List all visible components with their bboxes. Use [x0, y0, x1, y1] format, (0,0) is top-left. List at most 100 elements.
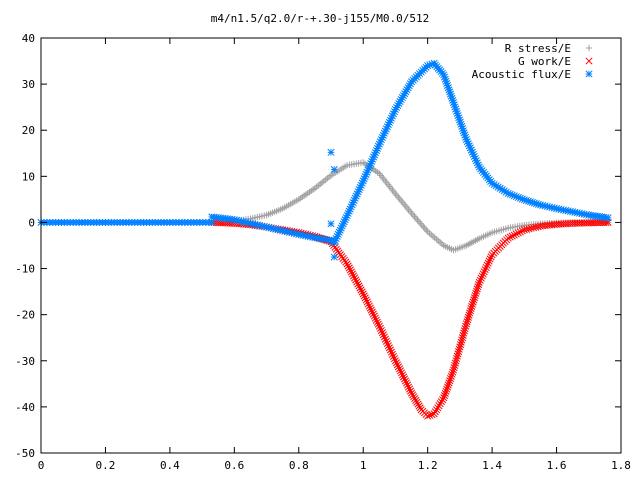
data-point [370, 312, 378, 320]
y-tick-label: 30 [22, 78, 35, 91]
y-tick-label: 0 [28, 216, 35, 229]
data-point [434, 404, 442, 412]
data-point [374, 320, 382, 328]
data-point [373, 318, 381, 326]
data-point [365, 302, 373, 310]
data-point [327, 148, 335, 156]
data-point [443, 385, 451, 393]
data-point [396, 367, 405, 375]
data-point [462, 320, 470, 328]
data-point [452, 357, 460, 365]
series-layer [37, 59, 612, 420]
data-point [462, 322, 470, 330]
legend-marker [585, 44, 593, 52]
data-point [395, 365, 404, 373]
x-tick-label: 0.6 [224, 459, 244, 472]
data-point [463, 318, 471, 326]
x-tick-label: 1.4 [482, 459, 502, 472]
legend-marker [585, 57, 593, 65]
data-point [397, 369, 406, 377]
data-point [604, 214, 612, 222]
data-point [359, 290, 367, 298]
axes-layer: 0 0.2 0.4 0.6 0.8 1 1.2 1.4 1.6 1.8 40 30 20 10 0 -10 -2… [15, 32, 631, 472]
data-point [516, 228, 524, 236]
data-point [437, 398, 445, 406]
data-point [330, 253, 338, 261]
data-point [361, 294, 369, 302]
data-point [475, 278, 483, 286]
series-acoustic-flux-e [37, 59, 612, 261]
data-point [439, 396, 447, 404]
x-tick-label: 0.8 [289, 459, 309, 472]
data-point [385, 344, 393, 352]
data-point [506, 233, 514, 241]
data-point [464, 315, 472, 324]
data-point [367, 306, 375, 314]
data-point [402, 379, 411, 387]
y-tick-label: 40 [22, 32, 35, 45]
y-tick-label: 10 [22, 170, 35, 183]
data-point [379, 331, 387, 339]
data-point [353, 278, 361, 286]
data-point [394, 363, 403, 371]
chart-title: m4/n1.5/q2.0/r-+.30-j155/M0.0/512 [211, 12, 430, 25]
data-point [343, 260, 351, 268]
data-point [354, 280, 362, 288]
legend-label: Acoustic flux/E [472, 68, 571, 81]
data-point [375, 322, 383, 330]
data-point [414, 400, 422, 408]
data-point [403, 381, 412, 389]
legend-label: G work/E [518, 55, 571, 68]
data-point [435, 402, 443, 410]
data-point [474, 281, 483, 289]
data-point [478, 272, 486, 280]
data-point [410, 393, 418, 401]
data-point [350, 272, 358, 280]
data-point [347, 268, 355, 276]
data-point [416, 404, 424, 412]
data-point [446, 374, 455, 383]
data-point [466, 309, 474, 317]
data-point [348, 270, 357, 278]
data-point [393, 361, 402, 369]
data-point [380, 333, 388, 341]
data-point [486, 255, 494, 263]
data-point [504, 234, 512, 242]
data-point [467, 305, 475, 313]
data-point [458, 334, 467, 342]
data-point [411, 395, 419, 403]
data-point [431, 408, 439, 416]
y-tick-label: 20 [22, 124, 35, 137]
data-point [352, 276, 360, 284]
data-point [466, 307, 474, 315]
data-point [508, 232, 516, 240]
data-point [472, 287, 481, 295]
data-point [453, 354, 461, 363]
data-point [532, 223, 540, 231]
y-tick-label: -10 [15, 263, 35, 276]
data-point [383, 339, 391, 348]
data-point [476, 276, 484, 284]
data-point [456, 343, 464, 351]
data-point [470, 294, 479, 302]
data-point [471, 291, 479, 300]
data-point [451, 359, 459, 367]
data-point [382, 337, 390, 345]
data-point [436, 400, 444, 408]
data-point [372, 316, 380, 324]
legend-marker [585, 70, 593, 78]
y-tick-label: -20 [15, 309, 35, 322]
y-tick-label: -30 [15, 355, 35, 368]
data-point [525, 225, 533, 233]
data-point [408, 389, 416, 397]
data-point [364, 300, 372, 308]
data-point [401, 377, 410, 385]
data-point [523, 225, 531, 233]
data-point [441, 389, 449, 397]
data-point [404, 383, 413, 391]
data-point [458, 336, 466, 344]
data-point [487, 253, 495, 261]
data-point [366, 304, 374, 312]
